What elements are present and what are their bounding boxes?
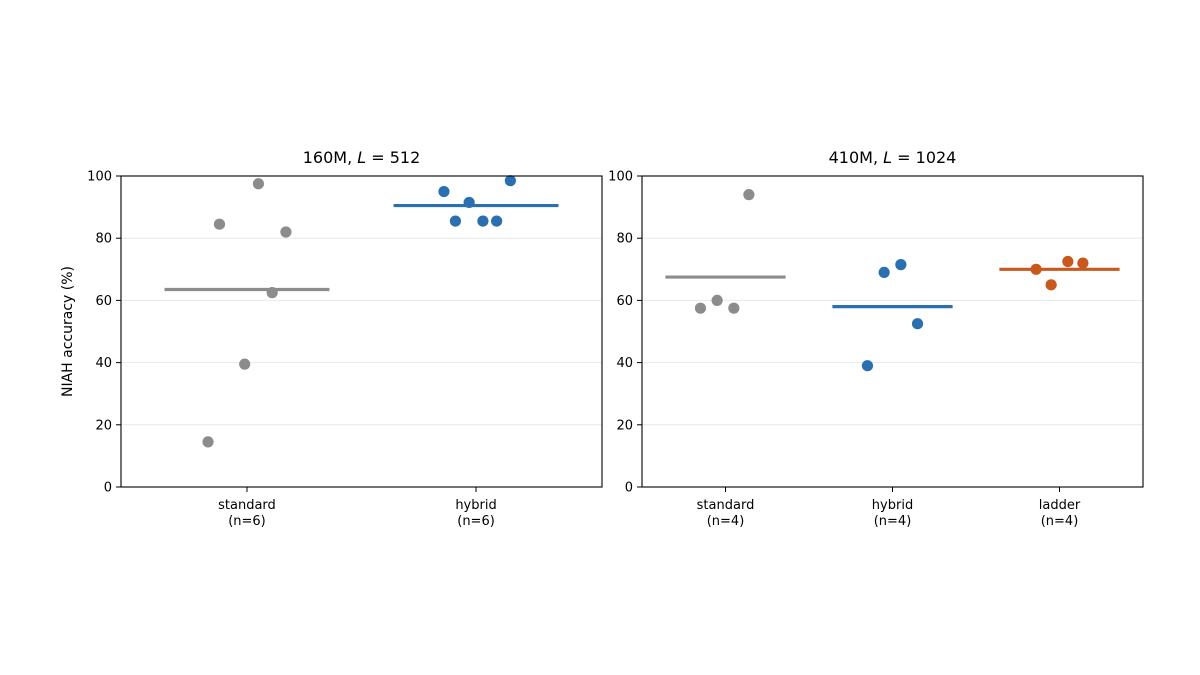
x-tick-sublabel: (n=4)	[707, 514, 745, 529]
data-point-standard	[239, 358, 251, 370]
data-point-standard	[743, 189, 755, 201]
y-tick-label: 20	[95, 418, 112, 433]
y-axis-label: NIAH accuracy (%)	[60, 266, 76, 397]
plot-frame	[120, 175, 603, 488]
data-point-hybrid	[449, 215, 462, 227]
data-point-hybrid	[911, 318, 924, 330]
panel-410m: 020406080100standard(n=4)hybrid(n=4)ladd…	[608, 148, 1144, 529]
data-point-hybrid	[504, 175, 516, 187]
data-point-standard	[694, 302, 707, 314]
data-point-standard	[202, 436, 214, 448]
data-point-hybrid	[895, 259, 907, 271]
x-tick-sublabel: (n=4)	[874, 514, 912, 529]
y-tick-label: 60	[616, 294, 633, 309]
x-tick-sublabel: (n=6)	[457, 514, 495, 529]
x-tick-label: ladder	[1039, 498, 1081, 513]
data-point-ladder	[1077, 257, 1089, 269]
y-tick-label: 40	[95, 356, 112, 371]
data-point-hybrid	[463, 196, 475, 209]
data-point-standard	[252, 178, 265, 190]
data-point-standard	[280, 226, 292, 238]
y-tick-label: 0	[625, 481, 633, 496]
data-point-ladder	[1045, 279, 1057, 291]
y-tick-label: 100	[87, 170, 112, 185]
x-tick-label: hybrid	[872, 498, 913, 513]
x-tick-label: standard	[218, 498, 276, 513]
y-tick-label: 40	[616, 356, 633, 371]
data-point-standard	[266, 287, 278, 299]
data-point-hybrid	[861, 360, 874, 372]
plot-frame	[641, 175, 1144, 488]
y-tick-label: 80	[95, 232, 112, 247]
x-tick-label: hybrid	[455, 498, 496, 513]
chart-title: 160M, L = 512	[303, 148, 421, 167]
y-tick-label: 80	[616, 232, 633, 247]
y-tick-label: 20	[616, 418, 633, 433]
data-point-hybrid	[878, 266, 890, 279]
y-tick-label: 60	[95, 294, 112, 309]
panel-160m: 020406080100standard(n=6)hybrid(n=6)160M…	[60, 148, 603, 529]
chart-title: 410M, L = 1024	[829, 148, 957, 167]
x-tick-sublabel: (n=4)	[1041, 514, 1079, 529]
data-point-standard	[728, 302, 740, 314]
data-point-standard	[711, 294, 723, 306]
data-point-ladder	[1062, 255, 1074, 268]
data-point-hybrid	[491, 215, 503, 227]
y-tick-label: 0	[104, 481, 112, 496]
data-point-ladder	[1030, 263, 1042, 275]
x-tick-sublabel: (n=6)	[228, 514, 266, 529]
x-tick-label: standard	[697, 498, 755, 513]
y-tick-label: 100	[608, 170, 633, 185]
data-point-hybrid	[438, 185, 450, 198]
data-point-standard	[213, 218, 226, 230]
data-point-hybrid	[477, 215, 489, 227]
